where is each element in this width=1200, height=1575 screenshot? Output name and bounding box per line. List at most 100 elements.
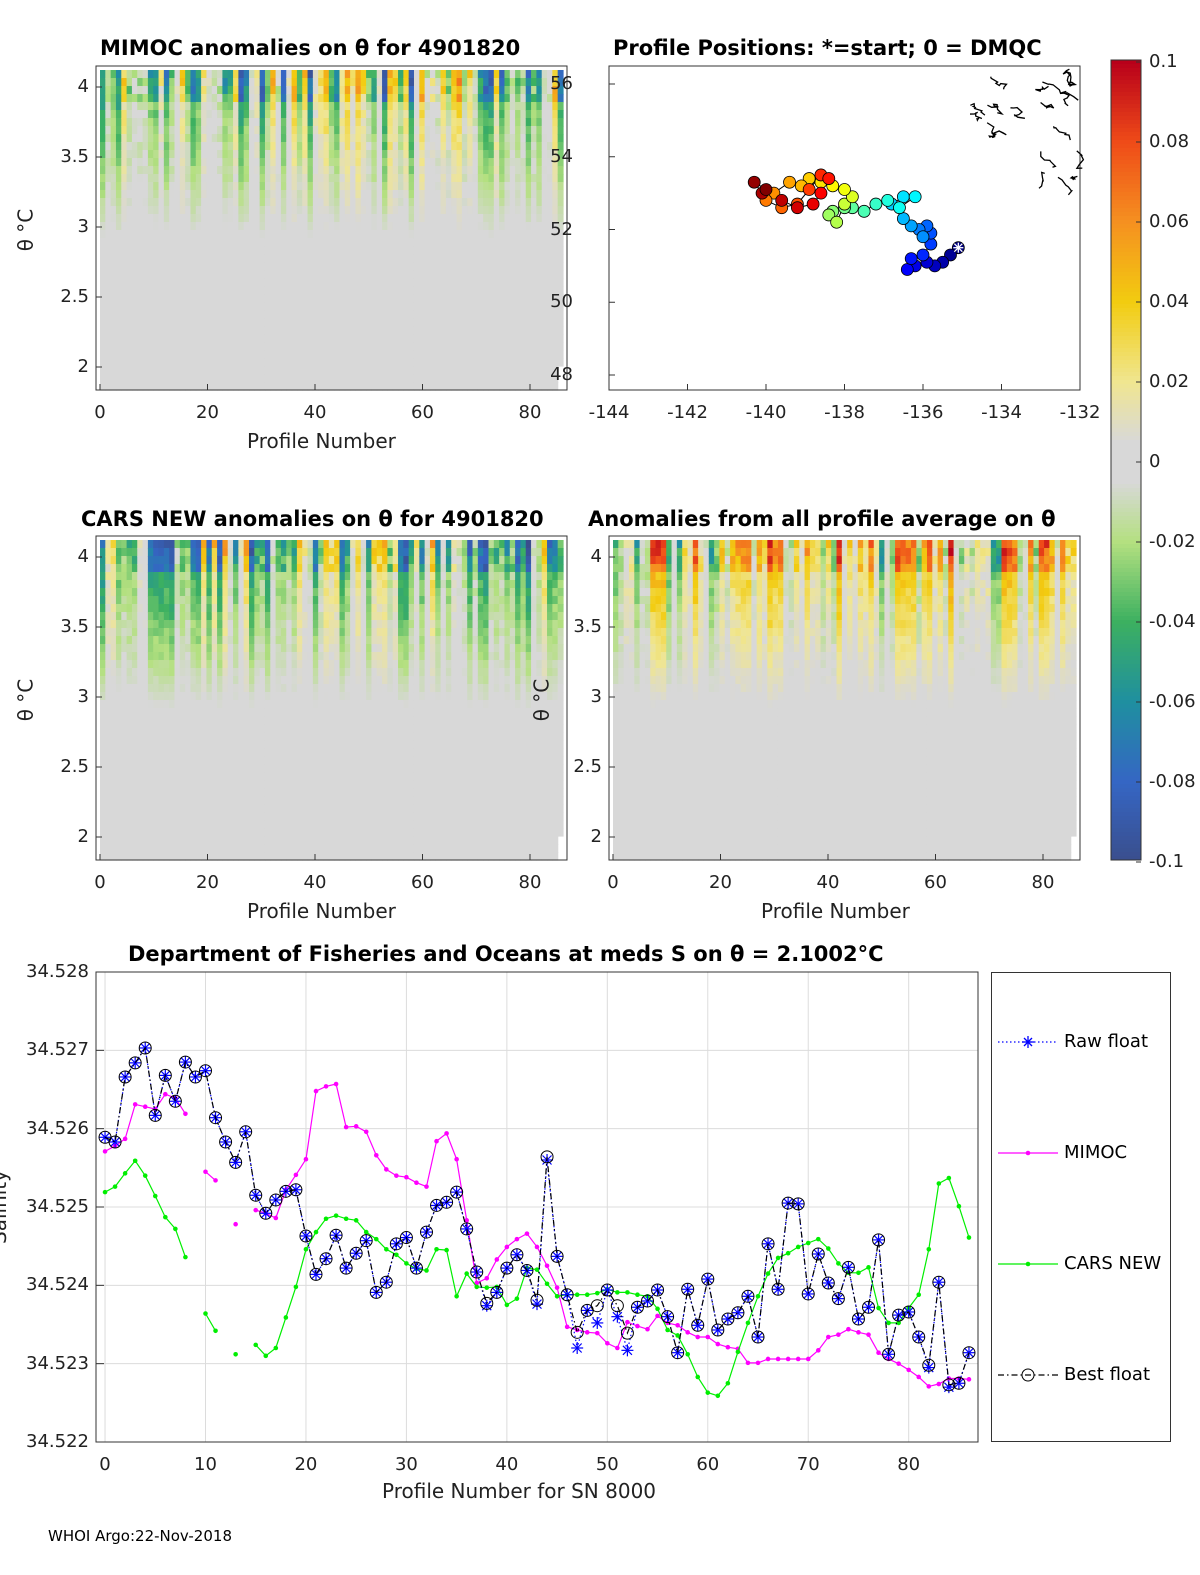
profile-position-marker	[881, 193, 895, 207]
profile-position-marker	[869, 197, 883, 211]
data-point	[363, 1129, 369, 1135]
data-point	[966, 1235, 972, 1240]
data-point	[791, 1197, 805, 1211]
data-point	[353, 1124, 359, 1129]
data-point	[862, 1300, 876, 1314]
profile-position-marker	[896, 190, 910, 204]
map-ytick: 48	[550, 364, 573, 385]
profile-position-marker	[944, 248, 957, 262]
data-point	[711, 1323, 725, 1337]
colorbar-tick: -0.08	[1149, 771, 1196, 792]
data-point	[681, 1282, 695, 1296]
data-point	[323, 1084, 329, 1089]
data-point	[510, 1248, 524, 1262]
data-point	[253, 1207, 259, 1213]
avg-xlabel: Profile Number	[761, 899, 910, 923]
data-point	[303, 1247, 309, 1252]
data-point	[102, 1149, 108, 1154]
map-title: Profile Positions: *=start; 0 = DMQC	[613, 36, 1042, 60]
data-point	[695, 1374, 701, 1380]
cars-xtick: 0	[94, 872, 106, 893]
data-point	[695, 1334, 701, 1340]
data-point	[826, 1246, 831, 1251]
data-point	[173, 1226, 178, 1232]
mimoc-xtick: 20	[196, 402, 219, 423]
data-point	[590, 1299, 604, 1313]
data-point	[349, 1246, 363, 1260]
data-point	[932, 1275, 946, 1289]
data-point	[916, 1374, 922, 1380]
mimoc-xtick: 60	[411, 402, 434, 423]
data-point	[761, 1237, 775, 1251]
profile-position-marker	[908, 190, 922, 204]
data-point	[691, 1319, 704, 1332]
salinity-xtick: 10	[194, 1454, 217, 1475]
data-point	[544, 1263, 550, 1269]
data-point	[755, 1360, 761, 1366]
salinity-ytick: 34.523	[26, 1352, 89, 1374]
data-point	[313, 1088, 319, 1094]
cars-xtick: 80	[518, 872, 542, 893]
data-point	[132, 1158, 138, 1164]
data-point	[641, 1294, 655, 1308]
data-point	[273, 1345, 279, 1351]
colorbar-tick: -0.06	[1149, 691, 1196, 712]
data-point	[494, 1257, 500, 1262]
data-point	[303, 1156, 309, 1162]
data-point	[952, 1376, 966, 1390]
profile-position-marker	[904, 252, 918, 266]
legend-mimoc: MIMOC	[1064, 1142, 1128, 1163]
data-point	[956, 1203, 962, 1209]
data-point	[605, 1341, 610, 1346]
data-point	[785, 1250, 791, 1256]
data-point	[504, 1302, 510, 1308]
data-point	[454, 1294, 459, 1299]
data-point	[504, 1244, 510, 1250]
data-point	[209, 1111, 223, 1125]
data-point	[775, 1255, 781, 1261]
mimoc-ytick: 2.5	[60, 286, 89, 307]
data-point	[594, 1330, 600, 1336]
data-point	[419, 1225, 433, 1239]
data-point	[615, 1290, 620, 1295]
avg-xtick: 80	[1031, 872, 1055, 893]
data-point	[319, 1252, 333, 1266]
data-point	[705, 1334, 711, 1340]
salinity-xlabel: Profile Number for SN 8000	[382, 1479, 657, 1503]
data-point	[836, 1261, 841, 1266]
profile-position-marker	[916, 248, 930, 262]
legend-best-float: Best float	[1064, 1364, 1151, 1385]
data-point	[363, 1229, 369, 1235]
data-point	[283, 1315, 289, 1320]
data-point	[299, 1229, 312, 1242]
mimoc-xtick: 40	[303, 402, 327, 423]
data-point	[584, 1292, 590, 1298]
data-point	[293, 1284, 299, 1290]
footer-stamp: WHOI Argo:22-Nov-2018	[48, 1527, 232, 1545]
data-point	[514, 1236, 520, 1242]
data-point	[343, 1124, 349, 1130]
data-point	[781, 1196, 795, 1210]
data-point	[142, 1104, 148, 1110]
data-point	[474, 1284, 480, 1290]
legend-star-icon	[1022, 1036, 1034, 1048]
salinity-ytick: 34.526	[26, 1117, 89, 1139]
cars-anomaly-field	[100, 540, 564, 861]
data-point	[765, 1271, 771, 1276]
avg-xtick: 0	[607, 872, 619, 893]
mimoc-xtick: 0	[94, 402, 106, 423]
data-point	[591, 1316, 604, 1329]
data-point	[731, 1306, 745, 1320]
profile-position-marker	[900, 263, 914, 276]
profile-position-marker	[814, 186, 828, 200]
data-point	[721, 1313, 734, 1326]
cars-xtick: 20	[196, 872, 219, 893]
salinity-xtick: 70	[796, 1454, 820, 1475]
salinity-xtick: 40	[495, 1454, 519, 1475]
data-point	[233, 1221, 238, 1227]
avg-xtick: 20	[709, 872, 732, 893]
data-point	[142, 1173, 148, 1178]
salinity-ylabel: Salinity	[0, 1170, 11, 1244]
legend: Raw float MIMOC CARS NEW Best float	[991, 972, 1171, 1442]
